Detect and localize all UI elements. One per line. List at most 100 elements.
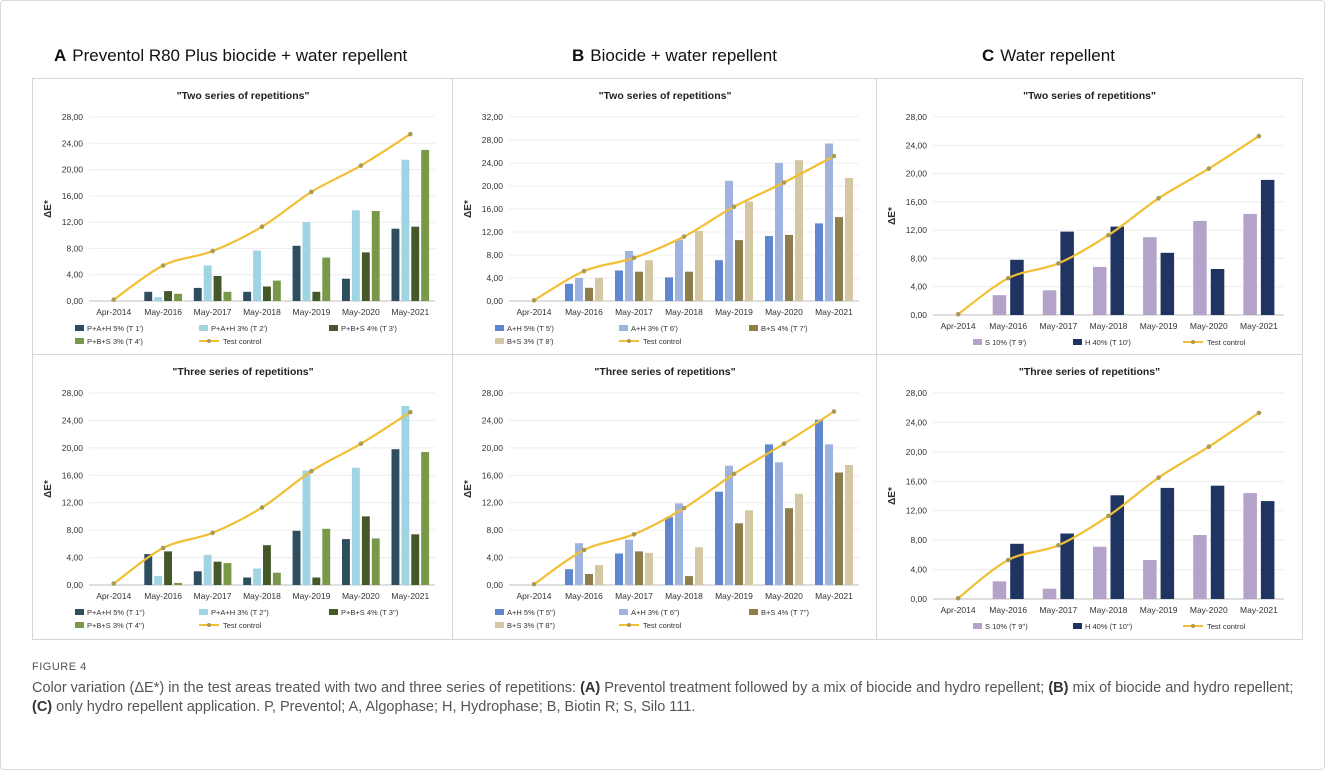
bar	[745, 510, 753, 585]
test-control-point	[531, 582, 537, 587]
legend-marker	[1191, 340, 1195, 344]
bar	[174, 582, 182, 585]
legend-swatch	[619, 325, 628, 331]
bar	[213, 561, 222, 585]
y-axis-label: ΔE*	[887, 487, 898, 505]
test-control-point	[731, 204, 737, 209]
panel-a-letter: A	[54, 46, 67, 65]
x-tick-label: May-2019	[1140, 321, 1178, 331]
legend-swatch	[75, 622, 84, 628]
legend-label: B+S 4% (T 7'')	[761, 608, 809, 617]
bar	[351, 467, 360, 585]
legend-swatch	[199, 325, 208, 331]
bar	[213, 276, 222, 301]
panel-b-title-text: Biocide + water repellent	[590, 46, 777, 65]
legend-swatch	[495, 338, 504, 344]
x-tick-label: Apr-2014	[517, 591, 552, 601]
x-tick-label: May-2019	[293, 591, 331, 601]
chart-title: "Three series of repetitions"	[594, 366, 735, 378]
test-control-point	[681, 234, 687, 239]
y-tick-label: 24,00	[62, 415, 84, 425]
test-control-point	[111, 581, 116, 586]
bar	[635, 271, 643, 301]
bar	[745, 201, 753, 301]
test-control-point	[531, 298, 537, 303]
legend-swatch	[973, 339, 982, 345]
panel-c-title: C Water repellent	[982, 46, 1115, 66]
legend-marker	[1191, 624, 1195, 628]
bar	[203, 554, 212, 585]
bar	[1010, 259, 1024, 315]
x-tick-label: May-2016	[565, 591, 603, 601]
bar	[154, 576, 163, 585]
y-tick-label: 8,00	[910, 253, 927, 263]
y-tick-label: 20,00	[62, 443, 84, 453]
legend-label: A+H 5% (T 5')	[507, 324, 554, 333]
bar	[625, 539, 633, 585]
test-control-point	[358, 163, 364, 168]
legend-swatch	[973, 623, 982, 629]
legend-label: Test control	[223, 337, 262, 346]
y-tick-label: 32,00	[482, 112, 504, 122]
test-control-point	[1156, 475, 1161, 480]
x-tick-label: May-2016	[565, 307, 603, 317]
panel-c-letter: C	[982, 46, 995, 65]
test-control-point	[210, 248, 215, 254]
bar	[371, 211, 380, 301]
panel-c-title-text: Water repellent	[1000, 46, 1115, 65]
bar	[292, 245, 301, 301]
y-tick-label: 0,00	[910, 594, 927, 604]
y-tick-label: 12,00	[482, 498, 504, 508]
bar	[243, 291, 252, 301]
test-control-point	[408, 409, 413, 415]
bar	[391, 449, 400, 585]
bar	[735, 523, 743, 585]
y-tick-label: 20,00	[482, 443, 504, 453]
chart-svg: "Two series of repetitions" 0,00 4,00 8,00 1…	[887, 90, 1284, 347]
legend-label: P+A+H 3% (T 2')	[211, 324, 268, 333]
legend-label: A+H 5% (T 5'')	[507, 608, 556, 617]
test-control-point	[831, 409, 837, 414]
bar	[302, 470, 311, 585]
bar	[193, 287, 202, 301]
legend-label: B+S 3% (T 8'')	[507, 621, 555, 630]
test-control-point	[1056, 261, 1061, 266]
y-tick-label: 0,00	[66, 580, 83, 590]
panel-b-letter: B	[572, 46, 585, 65]
bar	[1143, 560, 1157, 599]
test-control-point	[631, 255, 637, 261]
chart-svg: "Three series of repetitions" 0,00 4,00 8,0…	[43, 366, 435, 630]
bar	[1243, 493, 1257, 599]
y-tick-label: 28,00	[482, 135, 504, 145]
bar	[421, 149, 430, 301]
x-tick-label: Apr-2014	[96, 307, 131, 317]
test-control-point	[581, 547, 587, 553]
bar	[1042, 588, 1057, 599]
bar	[992, 295, 1007, 315]
y-tick-label: 24,00	[62, 138, 84, 148]
legend-label: P+B+S 3% (T 4'')	[87, 621, 145, 630]
legend-label: Test control	[1207, 338, 1246, 347]
y-tick-label: 4,00	[486, 273, 503, 283]
chart-c-two-series: "Two series of repetitions" 0,00 4,00 8,00 1…	[876, 78, 1303, 356]
x-tick-label: May-2018	[665, 591, 703, 601]
bar	[312, 291, 321, 301]
bar	[193, 571, 202, 585]
x-tick-label: May-2021	[1240, 605, 1278, 615]
bar	[845, 178, 853, 301]
chart-svg: "Three series of repetitions" 0,00 4,00 8,0…	[887, 366, 1284, 631]
x-tick-label: May-2017	[194, 307, 232, 317]
bar	[1110, 226, 1124, 315]
test-control-point	[731, 471, 737, 477]
x-tick-label: May-2017	[615, 307, 653, 317]
legend-swatch	[1073, 623, 1082, 629]
bar	[715, 491, 723, 585]
legend-label: P+B+S 4% (T 3'')	[341, 608, 399, 617]
y-tick-label: 0,00	[910, 310, 927, 320]
test-control-point	[259, 224, 265, 229]
legend-label: P+B+S 3% (T 4')	[87, 337, 143, 346]
caption-segment: Preventol treatment followed by a mix of…	[600, 680, 1049, 696]
bar	[1110, 495, 1124, 599]
chart-c-three-series: "Three series of repetitions" 0,00 4,00 8,0…	[876, 354, 1303, 640]
bar	[371, 538, 380, 585]
